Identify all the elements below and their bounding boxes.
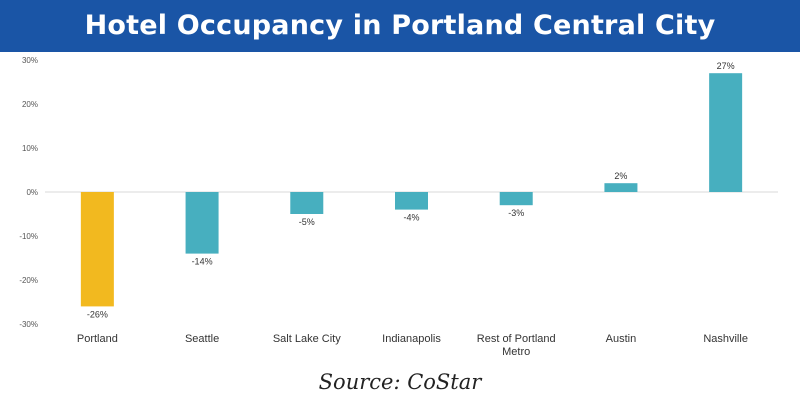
y-tick-label: 10%: [22, 144, 38, 153]
y-tick-label: 0%: [26, 188, 38, 197]
bar-salt-lake-city: [290, 192, 324, 214]
data-label: -4%: [403, 213, 419, 223]
bars: -26% -14% -5% -4% -3% 2% 27%: [80, 61, 743, 319]
y-tick-label: -30%: [19, 320, 38, 329]
y-tick-label: 30%: [22, 56, 38, 65]
bar-indianapolis: [395, 192, 428, 210]
data-label: 27%: [717, 61, 735, 71]
bar-chart: 30% 20% 10% 0% -10% -20% -30% -26% -14% -5% -4% -3…: [19, 56, 778, 358]
source-note: Source: CoStar: [318, 370, 482, 394]
bar-nashville: [709, 73, 743, 192]
category-label: Salt Lake City: [273, 333, 341, 345]
bar-portland: [80, 192, 114, 307]
bar-seattle: [185, 192, 219, 254]
data-label: -5%: [299, 217, 315, 227]
bar-rest-of-portland-metro: [499, 192, 533, 206]
y-tick-label: -10%: [19, 232, 38, 241]
category-label: Indianapolis: [382, 333, 441, 345]
category-label: Austin: [606, 333, 637, 345]
category-label: Metro: [502, 346, 530, 358]
title-banner: [0, 0, 800, 52]
bar-austin: [604, 183, 638, 192]
category-label: Portland: [77, 333, 118, 345]
chart-title: Hotel Occupancy in Portland Central City: [84, 10, 716, 41]
y-tick-label: 20%: [22, 100, 38, 109]
category-label: Nashville: [703, 333, 748, 345]
category-label: Seattle: [185, 333, 219, 345]
data-label: -26%: [87, 309, 108, 319]
y-tick-label: -20%: [19, 276, 38, 285]
category-label: Rest of Portland: [477, 333, 556, 345]
data-label: -3%: [508, 208, 524, 218]
data-label: -14%: [192, 257, 213, 267]
x-axis: Portland Seattle Salt Lake City Indianapoli…: [77, 333, 748, 358]
data-label: 2%: [614, 171, 627, 181]
